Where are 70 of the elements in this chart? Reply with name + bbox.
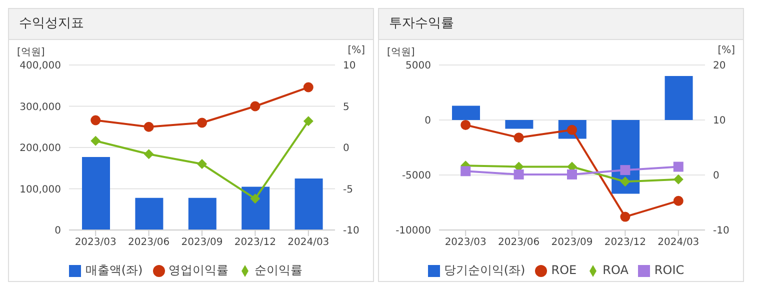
point <box>514 169 524 180</box>
y-tick-label: 200,000 <box>20 143 61 154</box>
point <box>90 136 101 146</box>
x-tick-label: 2023/12 <box>234 237 276 248</box>
y-tick-label: 0 <box>54 226 61 237</box>
legend-label: ROA <box>602 263 628 277</box>
y-tick-label: 100,000 <box>20 184 61 196</box>
point <box>673 196 684 206</box>
point <box>673 162 684 172</box>
x-tick-label: 2023/12 <box>604 237 646 248</box>
point <box>673 174 684 184</box>
y-axis-title: [억원] <box>387 46 415 59</box>
bar <box>664 76 693 120</box>
point <box>460 120 471 130</box>
legend-label: 영업이익률 <box>168 263 229 277</box>
y2-tick-label: -10 <box>343 226 360 237</box>
bar <box>505 120 534 129</box>
y-tick-label: 300,000 <box>20 102 61 113</box>
point <box>303 82 314 92</box>
y2-tick-label: -5 <box>343 184 353 196</box>
chart-title: 수익성지표 <box>9 9 373 40</box>
y2-tick-label: 0 <box>343 143 350 154</box>
bar <box>82 156 110 230</box>
point <box>197 159 207 169</box>
y2-tick-label: 5 <box>343 102 350 113</box>
bar <box>242 186 270 230</box>
y2-tick-label: 10 <box>713 116 726 127</box>
x-tick-label: 2023/03 <box>74 237 116 248</box>
x-tick-label: 2024/03 <box>658 237 700 248</box>
point <box>620 176 630 187</box>
x-tick-label: 2023/09 <box>551 237 593 248</box>
legend-label: 매출액(좌) <box>85 263 143 277</box>
point <box>144 149 154 160</box>
y-tick-label: -5000 <box>402 170 431 182</box>
legend-label: 당기순이익(좌) <box>444 263 526 277</box>
y2-tick-label: 0 <box>713 170 720 182</box>
y2-tick-label: -10 <box>713 226 730 237</box>
y-tick-label: 400,000 <box>20 60 61 72</box>
legend-label: ROIC <box>654 263 684 277</box>
legend-label: ROE <box>551 263 577 277</box>
x-tick-label: 2023/06 <box>498 237 540 248</box>
point <box>197 118 207 128</box>
y2-axis-title: [%] <box>718 45 735 56</box>
point <box>460 166 471 176</box>
y2-axis-title: [%] <box>348 45 365 56</box>
point <box>250 101 260 112</box>
legend-label: 순이익률 <box>254 263 303 277</box>
y-axis-title: [억원] <box>17 46 45 59</box>
point <box>620 165 630 176</box>
y-tick-label: 5000 <box>406 60 431 72</box>
point <box>144 122 154 132</box>
x-tick-label: 2023/06 <box>128 237 170 248</box>
point <box>567 169 577 180</box>
x-tick-label: 2023/03 <box>444 237 486 248</box>
bar <box>294 178 323 230</box>
y-tick-label: -10000 <box>396 226 431 237</box>
x-tick-label: 2024/03 <box>288 237 330 248</box>
bar <box>135 198 164 230</box>
x-tick-label: 2023/09 <box>181 237 223 248</box>
y2-tick-label: 10 <box>343 60 356 72</box>
point <box>620 212 630 222</box>
y-tick-label: 0 <box>424 116 431 127</box>
point <box>90 115 101 126</box>
point <box>303 116 314 126</box>
bar <box>452 106 480 120</box>
chart-title: 투자수익률 <box>379 9 743 40</box>
y2-tick-label: 20 <box>713 60 726 72</box>
point <box>514 132 524 143</box>
bar <box>188 198 216 230</box>
point <box>250 194 260 204</box>
